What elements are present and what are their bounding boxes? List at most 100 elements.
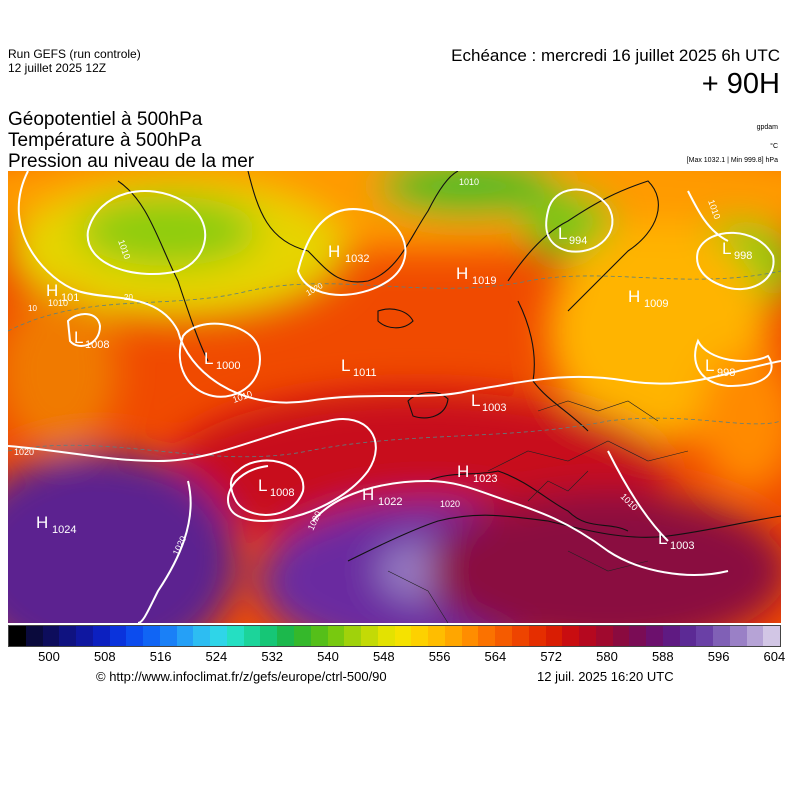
pressure-center: L <box>471 391 480 410</box>
issued-time: 12 juil. 2025 16:20 UTC <box>537 669 674 684</box>
colorbar-swatch <box>193 626 211 646</box>
colorbar-swatch <box>243 626 261 646</box>
colorbar-swatch <box>679 626 697 646</box>
pressure-center: H <box>46 281 58 300</box>
weather-map: H 1032 H 1019 L 994 L 998 H 1009 L 998 H… <box>8 171 781 623</box>
colorbar-swatch <box>327 626 345 646</box>
colorbar-swatch <box>528 626 546 646</box>
colorbar-swatch <box>159 626 177 646</box>
isobar-label: 1010 <box>48 298 68 308</box>
pressure-value: 1008 <box>270 487 294 499</box>
colorbar-swatch <box>562 626 580 646</box>
colorbar-tick-label: 516 <box>149 649 172 664</box>
pressure-value: 1019 <box>472 275 496 287</box>
colorbar-swatch <box>176 626 194 646</box>
colorbar-tick-label: 604 <box>763 649 786 664</box>
colorbar-swatch <box>9 626 26 646</box>
colorbar-swatch <box>595 626 613 646</box>
colorbar-swatch <box>545 626 563 646</box>
colorbar-tick-label: 532 <box>261 649 284 664</box>
pressure-value: 994 <box>569 235 587 247</box>
pressure-value: 998 <box>734 250 752 262</box>
colorbar-swatch <box>42 626 60 646</box>
pressure-center: H <box>328 242 340 261</box>
colorbar-swatch <box>579 626 596 646</box>
colorbar-tick-label: 540 <box>317 649 339 664</box>
colorbar-swatch <box>126 626 144 646</box>
colorbar-ticks: 500 508 516 524 532 540 548 556 564 572 580 588 596 6… <box>0 649 788 667</box>
run-date: 12 juillet 2025 12Z <box>8 61 107 75</box>
colorbar-swatch <box>662 626 680 646</box>
colorbar-swatch <box>495 626 512 646</box>
isotherm-label: 20 <box>124 293 133 302</box>
pressure-center: H <box>457 462 469 481</box>
colorbar-swatch <box>294 626 311 646</box>
isotherms <box>8 270 781 458</box>
colorbar-swatch <box>92 626 110 646</box>
pressure-value: 1000 <box>216 360 240 372</box>
colorbar-swatch <box>226 626 244 646</box>
isotherm-label: 10 <box>28 304 37 313</box>
isobar-label: 1020 <box>440 499 460 509</box>
colorbar-swatch <box>210 626 227 646</box>
valid-time: Echéance : mercredi 16 juillet 2025 6h U… <box>451 46 780 65</box>
colorbar-swatch <box>377 626 395 646</box>
colorbar-swatch <box>344 626 362 646</box>
unit-geopotential: gpdam <box>756 124 778 131</box>
pressure-stats: [Max 1032.1 | Min 999.8] hPa <box>686 157 778 164</box>
title-pressure: Pression au niveau de la mer <box>8 151 255 172</box>
title-temperature: Température à 500hPa <box>8 130 202 151</box>
source-url: © http://www.infoclimat.fr/z/gefs/europe… <box>96 669 387 684</box>
colorbar-swatch <box>763 626 781 646</box>
colorbar-swatch <box>511 626 529 646</box>
colorbar-tick-label: 508 <box>93 649 116 664</box>
colorbar-swatch <box>260 626 278 646</box>
colorbar-swatch <box>746 626 764 646</box>
colorbar-swatch <box>612 626 630 646</box>
colorbar-swatch <box>361 626 378 646</box>
pressure-center: L <box>341 356 350 375</box>
pressure-center-labels: H 1032 H 1019 L 994 L 998 H 1009 L 998 H… <box>36 224 752 552</box>
colorbar-tick-label: 580 <box>596 649 618 664</box>
run-name: Run GEFS (run controle) <box>8 47 141 61</box>
colorbar-swatch <box>394 626 412 646</box>
title-geopotential: Géopotentiel à 500hPa <box>8 109 203 130</box>
colorbar-swatch <box>277 626 295 646</box>
colorbar-tick-label: 556 <box>428 649 451 664</box>
pressure-center: H <box>362 485 374 504</box>
colorbar-tick-label: 564 <box>484 649 507 664</box>
colorbar-tick-label: 596 <box>707 649 730 664</box>
pressure-center: L <box>722 239 731 258</box>
pressure-center: H <box>456 264 468 283</box>
pressure-center: L <box>258 476 267 495</box>
colorbar-swatch <box>629 626 647 646</box>
colorbar-swatch <box>109 626 127 646</box>
colorbar-tick-label: 572 <box>540 649 563 664</box>
pressure-center: L <box>658 529 667 548</box>
colorbar-tick-label: 500 <box>38 649 60 664</box>
colorbar-swatch <box>461 626 479 646</box>
pressure-value: 1003 <box>482 402 506 414</box>
pressure-value: 1022 <box>378 496 402 508</box>
pressure-value: 1024 <box>52 524 76 536</box>
colorbar-swatch <box>444 626 462 646</box>
colorbar-swatch <box>25 626 43 646</box>
colorbar-swatch <box>478 626 496 646</box>
colorbar-swatch <box>646 626 663 646</box>
pressure-center: H <box>36 513 48 532</box>
colorbar <box>8 625 781 647</box>
colorbar-swatch <box>411 626 429 646</box>
isobars <box>8 171 781 623</box>
pressure-value: 998 <box>717 367 735 379</box>
unit-temperature: °C <box>770 143 778 150</box>
colorbar-swatch <box>696 626 714 646</box>
colorbar-swatch <box>59 626 77 646</box>
colorbar-swatch <box>76 626 93 646</box>
pressure-center: L <box>705 356 714 375</box>
pressure-center: L <box>204 349 213 368</box>
pressure-value: 1003 <box>670 540 694 552</box>
colorbar-tick-label: 524 <box>205 649 228 664</box>
pressure-value: 1032 <box>345 253 369 265</box>
colorbar-swatch <box>729 626 747 646</box>
lead-time: + 90H <box>701 68 780 100</box>
